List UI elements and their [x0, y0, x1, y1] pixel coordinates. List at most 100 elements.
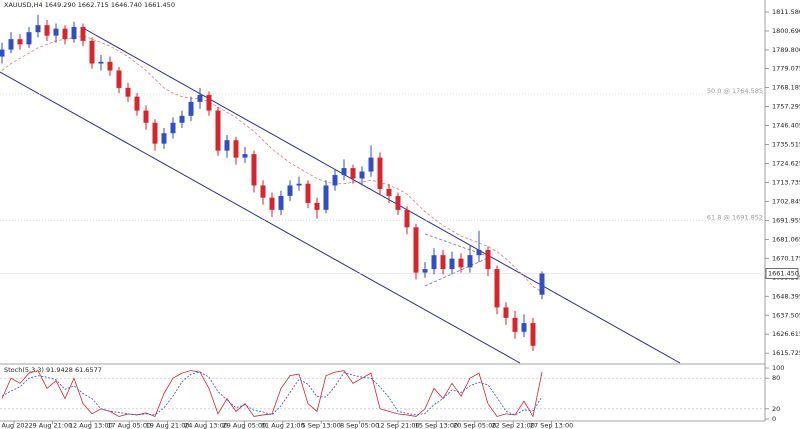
candle-body — [314, 202, 320, 210]
x-tick-label: 31 Aug 21:00 — [261, 422, 305, 429]
x-tick-label: 9 Aug 21:00 — [33, 422, 73, 429]
fib-label: 50.0 @ 1764.585 — [707, 87, 763, 95]
chart-header: XAUUSD,H4 1649.290 1662.715 1646.740 166… — [4, 1, 175, 9]
candle-body — [431, 255, 437, 270]
channel-upper — [82, 27, 681, 364]
stoch-tick-label: 80 — [772, 374, 780, 382]
last-price-tag — [765, 268, 799, 279]
y-tick-label: 1811.580 — [772, 8, 800, 16]
candle-body — [323, 185, 329, 210]
stoch-signal — [1, 371, 543, 416]
candle-body — [251, 154, 257, 186]
candle-body — [242, 154, 248, 158]
candle-body — [332, 175, 338, 186]
candle-body — [359, 171, 365, 179]
stoch-tick-label: 100 — [772, 364, 784, 372]
x-tick-label: 5 Sep 13:00 — [302, 422, 341, 429]
candle-body — [350, 168, 356, 179]
stoch-tick-label: 20 — [772, 405, 780, 413]
candle-body — [71, 26, 77, 40]
fib-label: 61.8 @ 1691.852 — [707, 214, 763, 222]
candle-body — [503, 307, 509, 318]
candle-body — [278, 195, 284, 210]
y-tick-label: 1670.175 — [772, 254, 800, 262]
candle-body — [422, 269, 428, 273]
candle-body — [440, 255, 446, 270]
candle-body — [62, 28, 68, 40]
candle-body — [17, 39, 23, 45]
x-tick-label: 22 Sep 21:00 — [492, 422, 535, 429]
stoch-label: Stoch(5,3,3) 91.9428 61.6577 — [4, 366, 102, 374]
candle-body — [44, 25, 50, 36]
x-tick-label: 12 Aug 13:00 — [69, 422, 113, 429]
candle-body — [80, 26, 86, 41]
candle-body — [296, 183, 302, 186]
candle-body — [377, 157, 383, 189]
y-tick-label: 1637.505 — [772, 311, 800, 319]
candle-body — [179, 115, 185, 123]
candle-body — [152, 122, 158, 144]
candle-body — [260, 185, 266, 198]
stoch-tick-label: 0 — [772, 415, 776, 423]
candle-body — [188, 101, 194, 116]
candle-body — [134, 96, 140, 111]
candle-body — [35, 25, 41, 33]
candle-body — [53, 28, 59, 36]
candle-body — [449, 258, 455, 270]
x-tick-label: 24 Aug 13:00 — [184, 422, 228, 429]
candle-body — [233, 140, 239, 158]
candle-body — [8, 39, 14, 50]
candle-body — [107, 61, 113, 71]
candle-body — [143, 110, 149, 123]
y-tick-label: 1713.735 — [772, 178, 800, 186]
x-tick-label: 27 Sep 13:00 — [530, 422, 573, 429]
moving-average — [1, 35, 543, 293]
candle-body — [215, 110, 221, 151]
candle-body — [287, 185, 293, 196]
x-tick-label: 8 Sep 05:00 — [340, 422, 379, 429]
triangle-lower — [424, 256, 491, 287]
y-tick-label: 1691.955 — [772, 216, 800, 224]
last-price-label: 1661.450 — [768, 270, 799, 278]
candle-body — [368, 157, 374, 172]
x-tick-label: 17 Aug 05:00 — [107, 422, 151, 429]
x-tick-label: 15 Sep 13:00 — [415, 422, 458, 429]
y-tick-label: 1648.395 — [772, 292, 800, 300]
y-tick-label: 1615.725 — [772, 349, 800, 357]
y-tick-label: 1746.405 — [772, 122, 800, 130]
candle-body — [206, 94, 212, 111]
candle-body — [404, 209, 410, 228]
candle-body — [512, 317, 518, 332]
y-tick-label: 1735.515 — [772, 141, 800, 149]
candle-body — [269, 197, 275, 210]
candle-body — [539, 273, 545, 295]
x-tick-label: 29 Aug 05:00 — [222, 422, 266, 429]
candle-body — [0, 49, 5, 57]
stoch-main — [1, 370, 543, 418]
y-tick-label: 1702.845 — [772, 197, 800, 205]
candle-body — [125, 87, 131, 97]
candle-body — [458, 258, 464, 268]
candle-body — [170, 122, 176, 134]
candle-body — [305, 183, 311, 203]
x-tick-label: 20 Sep 05:00 — [453, 422, 496, 429]
candle-body — [341, 168, 347, 176]
candle-body — [494, 269, 500, 308]
candle-body — [395, 195, 401, 210]
x-tick-label: 19 Aug 21:00 — [146, 422, 190, 429]
y-tick-label: 1724.625 — [772, 159, 800, 167]
y-tick-label: 1768.185 — [772, 84, 800, 92]
y-tick-label: 1757.295 — [772, 103, 800, 111]
channel-lower — [0, 71, 521, 364]
candle-body — [89, 40, 95, 64]
candle-body — [476, 249, 482, 256]
candle-body — [98, 61, 104, 64]
y-tick-label: 1789.800 — [772, 46, 800, 54]
candle-body — [467, 255, 473, 268]
y-tick-label: 1626.615 — [772, 330, 800, 338]
x-tick-label: 12 Sep 21:00 — [376, 422, 419, 429]
y-tick-label: 1681.065 — [772, 235, 800, 243]
candle-body — [197, 94, 203, 102]
